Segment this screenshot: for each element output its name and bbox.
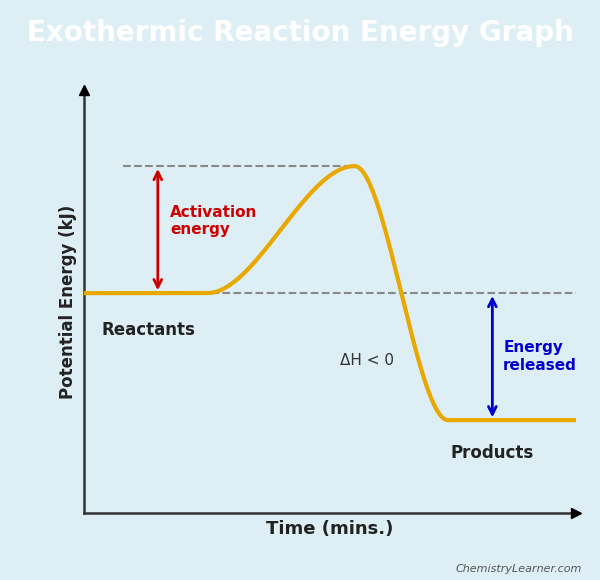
Text: Reactants: Reactants bbox=[101, 321, 195, 339]
Text: ChemistryLearner.com: ChemistryLearner.com bbox=[455, 564, 582, 574]
Text: Activation
energy: Activation energy bbox=[170, 205, 257, 237]
Text: Energy
released: Energy released bbox=[503, 340, 577, 373]
Y-axis label: Potential Energy (kJ): Potential Energy (kJ) bbox=[59, 205, 77, 398]
Text: Products: Products bbox=[451, 444, 534, 462]
Text: ΔH < 0: ΔH < 0 bbox=[340, 353, 394, 368]
Text: Exothermic Reaction Energy Graph: Exothermic Reaction Energy Graph bbox=[26, 19, 574, 48]
X-axis label: Time (mins.): Time (mins.) bbox=[266, 520, 394, 538]
